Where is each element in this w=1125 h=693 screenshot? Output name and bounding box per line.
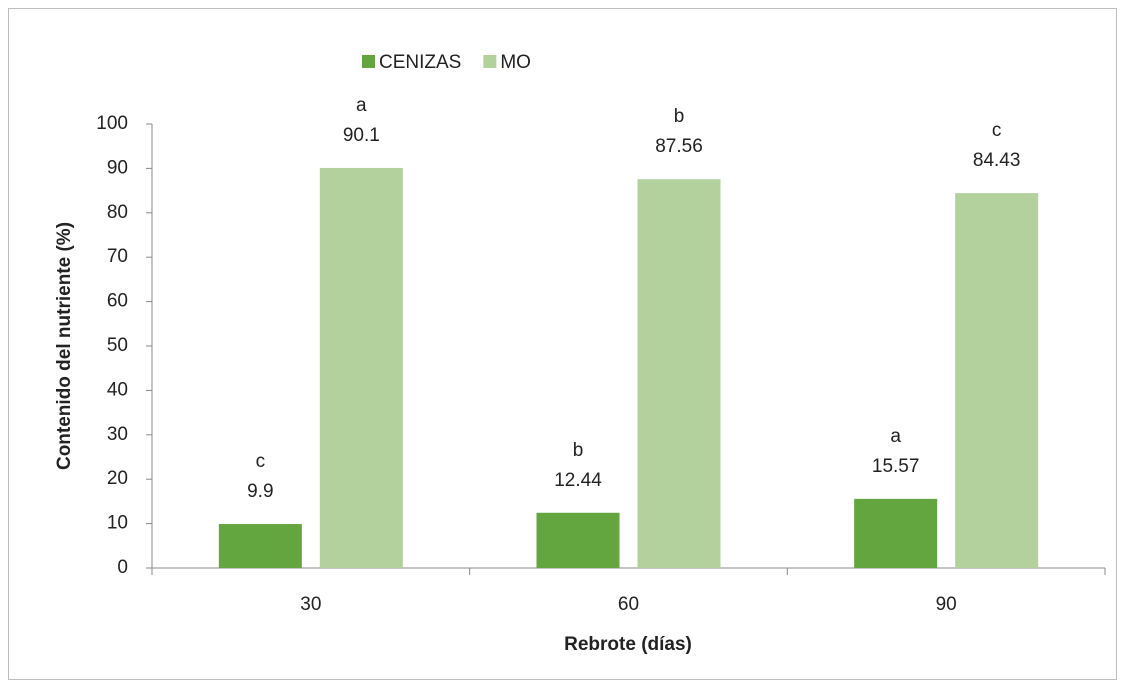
y-tick-label: 90	[107, 157, 128, 178]
legend-label: MO	[500, 52, 531, 73]
y-tick-label: 50	[107, 335, 128, 356]
legend-label: CENIZAS	[379, 52, 461, 73]
y-tick-label: 10	[107, 513, 128, 534]
annotation: b	[573, 440, 584, 461]
bar	[218, 524, 302, 568]
x-tick-label: 60	[618, 594, 639, 615]
legend-swatch	[483, 55, 497, 68]
bar	[955, 193, 1039, 568]
annotation: b	[674, 106, 685, 127]
legend-swatch	[362, 55, 375, 68]
y-tick-label: 60	[107, 291, 128, 312]
bar	[854, 498, 938, 568]
annotation: c	[256, 451, 266, 472]
y-tick-label: 100	[96, 113, 128, 134]
bar	[319, 167, 403, 568]
x-axis-label: Rebrote (días)	[564, 634, 692, 655]
y-axis-label: Contenido del nutriente (%)	[54, 222, 75, 470]
chart-frame	[8, 8, 1117, 680]
bar	[637, 179, 721, 569]
annotation: a	[356, 95, 367, 116]
annotation: c	[992, 120, 1002, 141]
value-label: 90.1	[343, 125, 380, 146]
y-tick-label: 70	[107, 246, 128, 267]
y-tick-label: 40	[107, 379, 128, 400]
y-tick-label: 20	[107, 468, 128, 489]
y-tick-label: 0	[117, 557, 128, 578]
x-tick-label: 90	[936, 594, 957, 615]
value-label: 12.44	[554, 470, 602, 491]
annotation: a	[890, 426, 901, 447]
x-tick-label: 30	[300, 594, 321, 615]
value-label: 9.9	[247, 481, 273, 502]
y-tick-label: 30	[107, 424, 128, 445]
bar	[536, 512, 620, 568]
value-label: 84.43	[973, 150, 1021, 171]
value-label: 87.56	[655, 136, 703, 157]
y-tick-label: 80	[107, 202, 128, 223]
value-label: 15.57	[872, 456, 920, 477]
